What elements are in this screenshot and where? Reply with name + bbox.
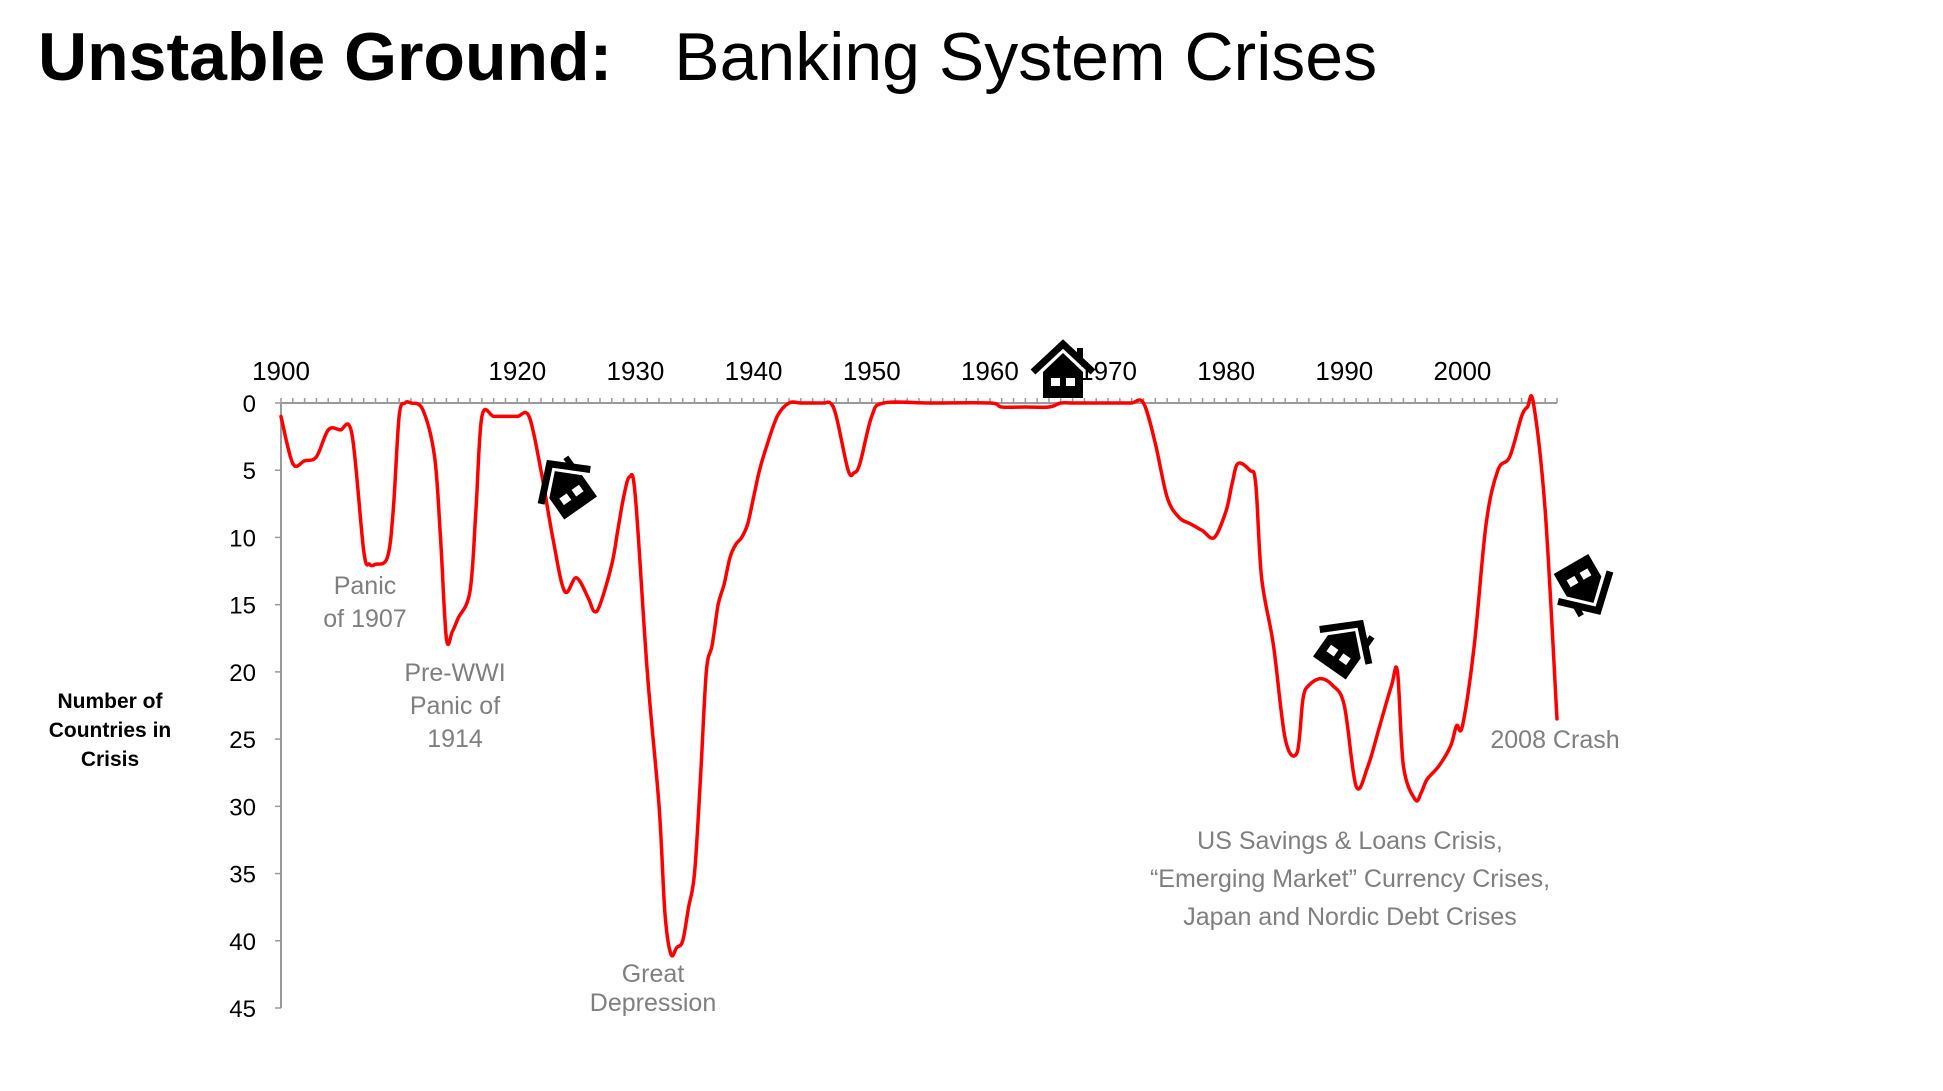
series-line-crisis-count: [279, 394, 1559, 958]
annotation-1980s-1990s-crises: US Savings & Loans Crisis, “Emerging Mar…: [1149, 827, 1551, 931]
annotation-great-depression: Great Depression: [589, 960, 717, 1017]
house-icon: [1545, 549, 1624, 626]
x-tick-label: 1930: [607, 356, 665, 386]
y-tick-label: 15: [229, 593, 256, 620]
title-bold: Unstable Ground:: [38, 19, 613, 95]
y-tick-label: 35: [229, 862, 256, 889]
x-tick-label: 1980: [1197, 356, 1255, 386]
annotation-panic-1914: Pre-WWI Panic of 1914: [404, 659, 506, 753]
x-tick-label: 1940: [725, 356, 783, 386]
y-tick-label: 45: [229, 996, 256, 1023]
y-tick-label: 0: [243, 391, 256, 418]
x-tick-label: 1990: [1315, 356, 1373, 386]
x-tick-label: 1920: [488, 356, 546, 386]
y-axis-ticks: 0 5 10 15 20 25 30 35 40 45: [229, 391, 281, 1023]
y-tick-label: 40: [229, 929, 256, 956]
y-tick-label: 25: [229, 727, 256, 754]
title-rest: Banking System Crises: [674, 19, 1378, 95]
house-icon: [1305, 607, 1385, 686]
x-axis-ticks: 1900 1920 1930 1940 1950 1960 1970 1980 1990 2000: [252, 356, 1491, 386]
y-tick-label: 20: [229, 660, 256, 687]
page-title: Unstable Ground: Banking System Crises: [38, 18, 1377, 96]
y-tick-label: 10: [229, 525, 256, 552]
x-tick-label: 1960: [961, 356, 1019, 386]
y-tick-label: 5: [243, 458, 256, 485]
annotation-panic-1907: Panic of 1907: [323, 572, 407, 633]
annotation-2008-crash: 2008 Crash: [1490, 726, 1620, 754]
house-icons: [525, 344, 1624, 685]
x-tick-label: 2000: [1434, 356, 1492, 386]
x-tick-label: 1950: [843, 356, 901, 386]
y-axis-title: Number of Countries in Crisis: [48, 690, 172, 771]
x-tick-label: 1900: [252, 356, 310, 386]
y-tick-label: 30: [229, 794, 256, 821]
